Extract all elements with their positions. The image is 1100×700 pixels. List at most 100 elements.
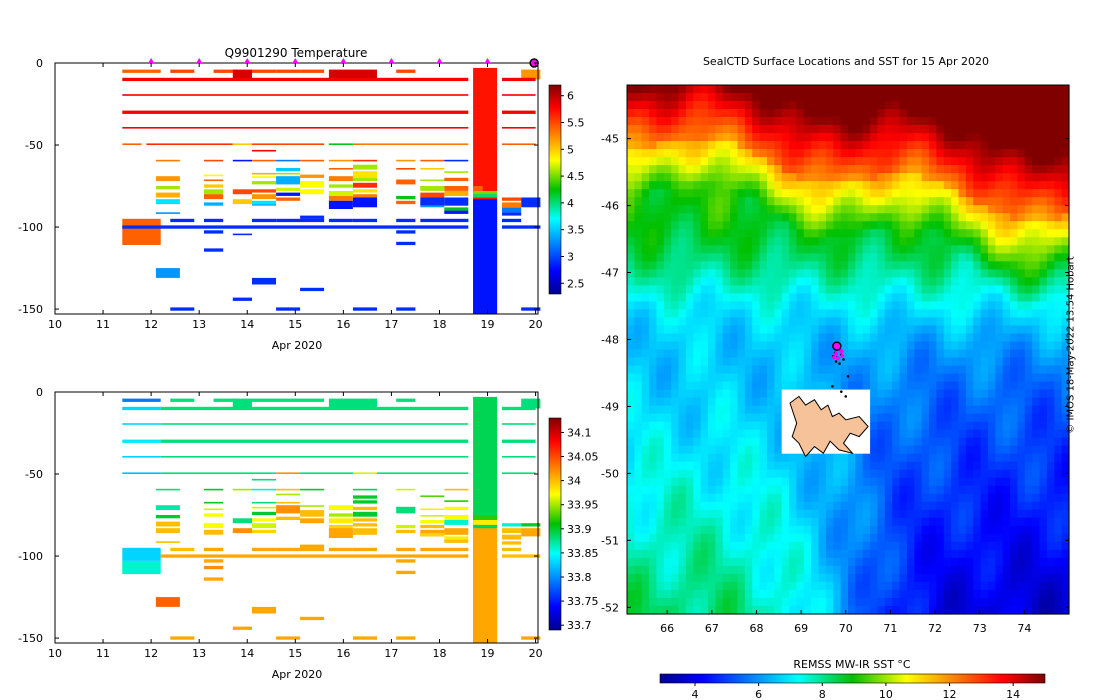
temperature-cell [252,172,276,175]
sst-cell [649,565,658,575]
sst-cell [840,301,849,311]
sst-cell [943,261,952,270]
sst-cell [671,525,680,535]
sst-cell [818,597,827,607]
sst-cell [663,445,672,455]
sst-cell [722,533,731,543]
sst-cell [715,181,724,190]
sst-cell [1054,205,1063,214]
sst-cell [973,141,982,150]
sst-cell [855,125,864,134]
sst-cell [708,429,716,439]
sst-cell [685,277,694,286]
sst-cell [818,157,827,166]
sst-cell [708,397,716,407]
sst-cell [987,349,996,359]
sst-cell [803,333,812,343]
sst-cell [627,253,635,262]
sst-cell [870,117,879,126]
sst-cell [678,485,687,495]
sst-cell [656,341,665,351]
temperature-cbar-label: 5.5 [567,117,585,130]
sst-cell [1039,373,1048,383]
sst-cell [634,461,643,471]
sst-cell [818,533,827,543]
sst-cell [803,557,812,567]
sst-cell [987,509,996,519]
sst-cell [789,285,798,294]
sst-cell [877,141,886,150]
sst-cell [671,125,680,134]
sst-cell [796,253,805,262]
sst-cell [774,141,783,150]
salinity-cell [521,528,541,537]
sst-cell [700,349,709,359]
sst-cell [693,357,702,367]
sst-cell [1054,429,1063,439]
sst-cell [781,573,790,583]
sst-cell [789,133,798,142]
sst-cell [877,581,886,591]
sst-cell [627,549,635,559]
sst-cell [987,565,996,575]
sst-cell [752,181,761,190]
sst-cell [678,221,687,230]
sst-cell [1061,373,1070,383]
sst-cell [929,349,937,359]
sst-cell [1039,93,1048,102]
sst-cell [892,517,901,527]
sst-cell [759,365,768,375]
sst-cell [848,501,856,511]
salinity-cell [170,547,195,552]
sst-cell [1039,461,1048,471]
sst-cell [929,357,937,367]
sst-cell [803,469,812,479]
sst-cell [929,573,937,583]
sst-cell [936,309,945,319]
sst-cell [1046,405,1055,415]
sst-cell [1046,445,1055,455]
sst-cell [1061,317,1070,327]
sst-cell [892,93,901,102]
sst-cell [1054,357,1063,367]
salinity-cell [204,508,224,511]
sst-cell [906,269,915,278]
sst-cell [951,181,960,190]
sst-cell [980,485,989,495]
sst-cell [700,309,709,319]
salinity-cell [160,406,469,411]
sst-cell [870,581,879,591]
sst-cell [848,605,856,615]
sst-cell [1046,149,1055,158]
sst-cell [995,85,1004,94]
sst-cell [641,125,650,134]
sst-cell [951,477,960,487]
sst-cell [1061,501,1070,511]
sst-cell [1039,85,1048,94]
sst-cell [848,125,856,134]
sst-cell [766,117,775,126]
sst-cell [730,405,739,415]
sst-cell [870,541,879,551]
sst-cell [825,165,834,174]
sst-cell [1017,413,1026,423]
sst-cell [656,101,665,110]
sst-cell [1039,165,1048,174]
sst-cell [796,197,805,206]
sst-cell [929,101,937,110]
sst-cell [892,389,901,399]
sst-cell [987,453,996,463]
sst-cell [987,581,996,591]
sst-cell [995,325,1004,335]
sst-cell [759,269,768,278]
sst-cell [870,133,879,142]
sst-cell [943,197,952,206]
salinity-cell [396,506,416,514]
sst-cell [855,141,864,150]
sst-cell [1061,597,1070,607]
sst-cell [671,341,680,351]
sst-cell [877,421,886,431]
sst-cell [789,453,798,463]
sst-cell [730,357,739,367]
sst-cell [781,149,790,158]
